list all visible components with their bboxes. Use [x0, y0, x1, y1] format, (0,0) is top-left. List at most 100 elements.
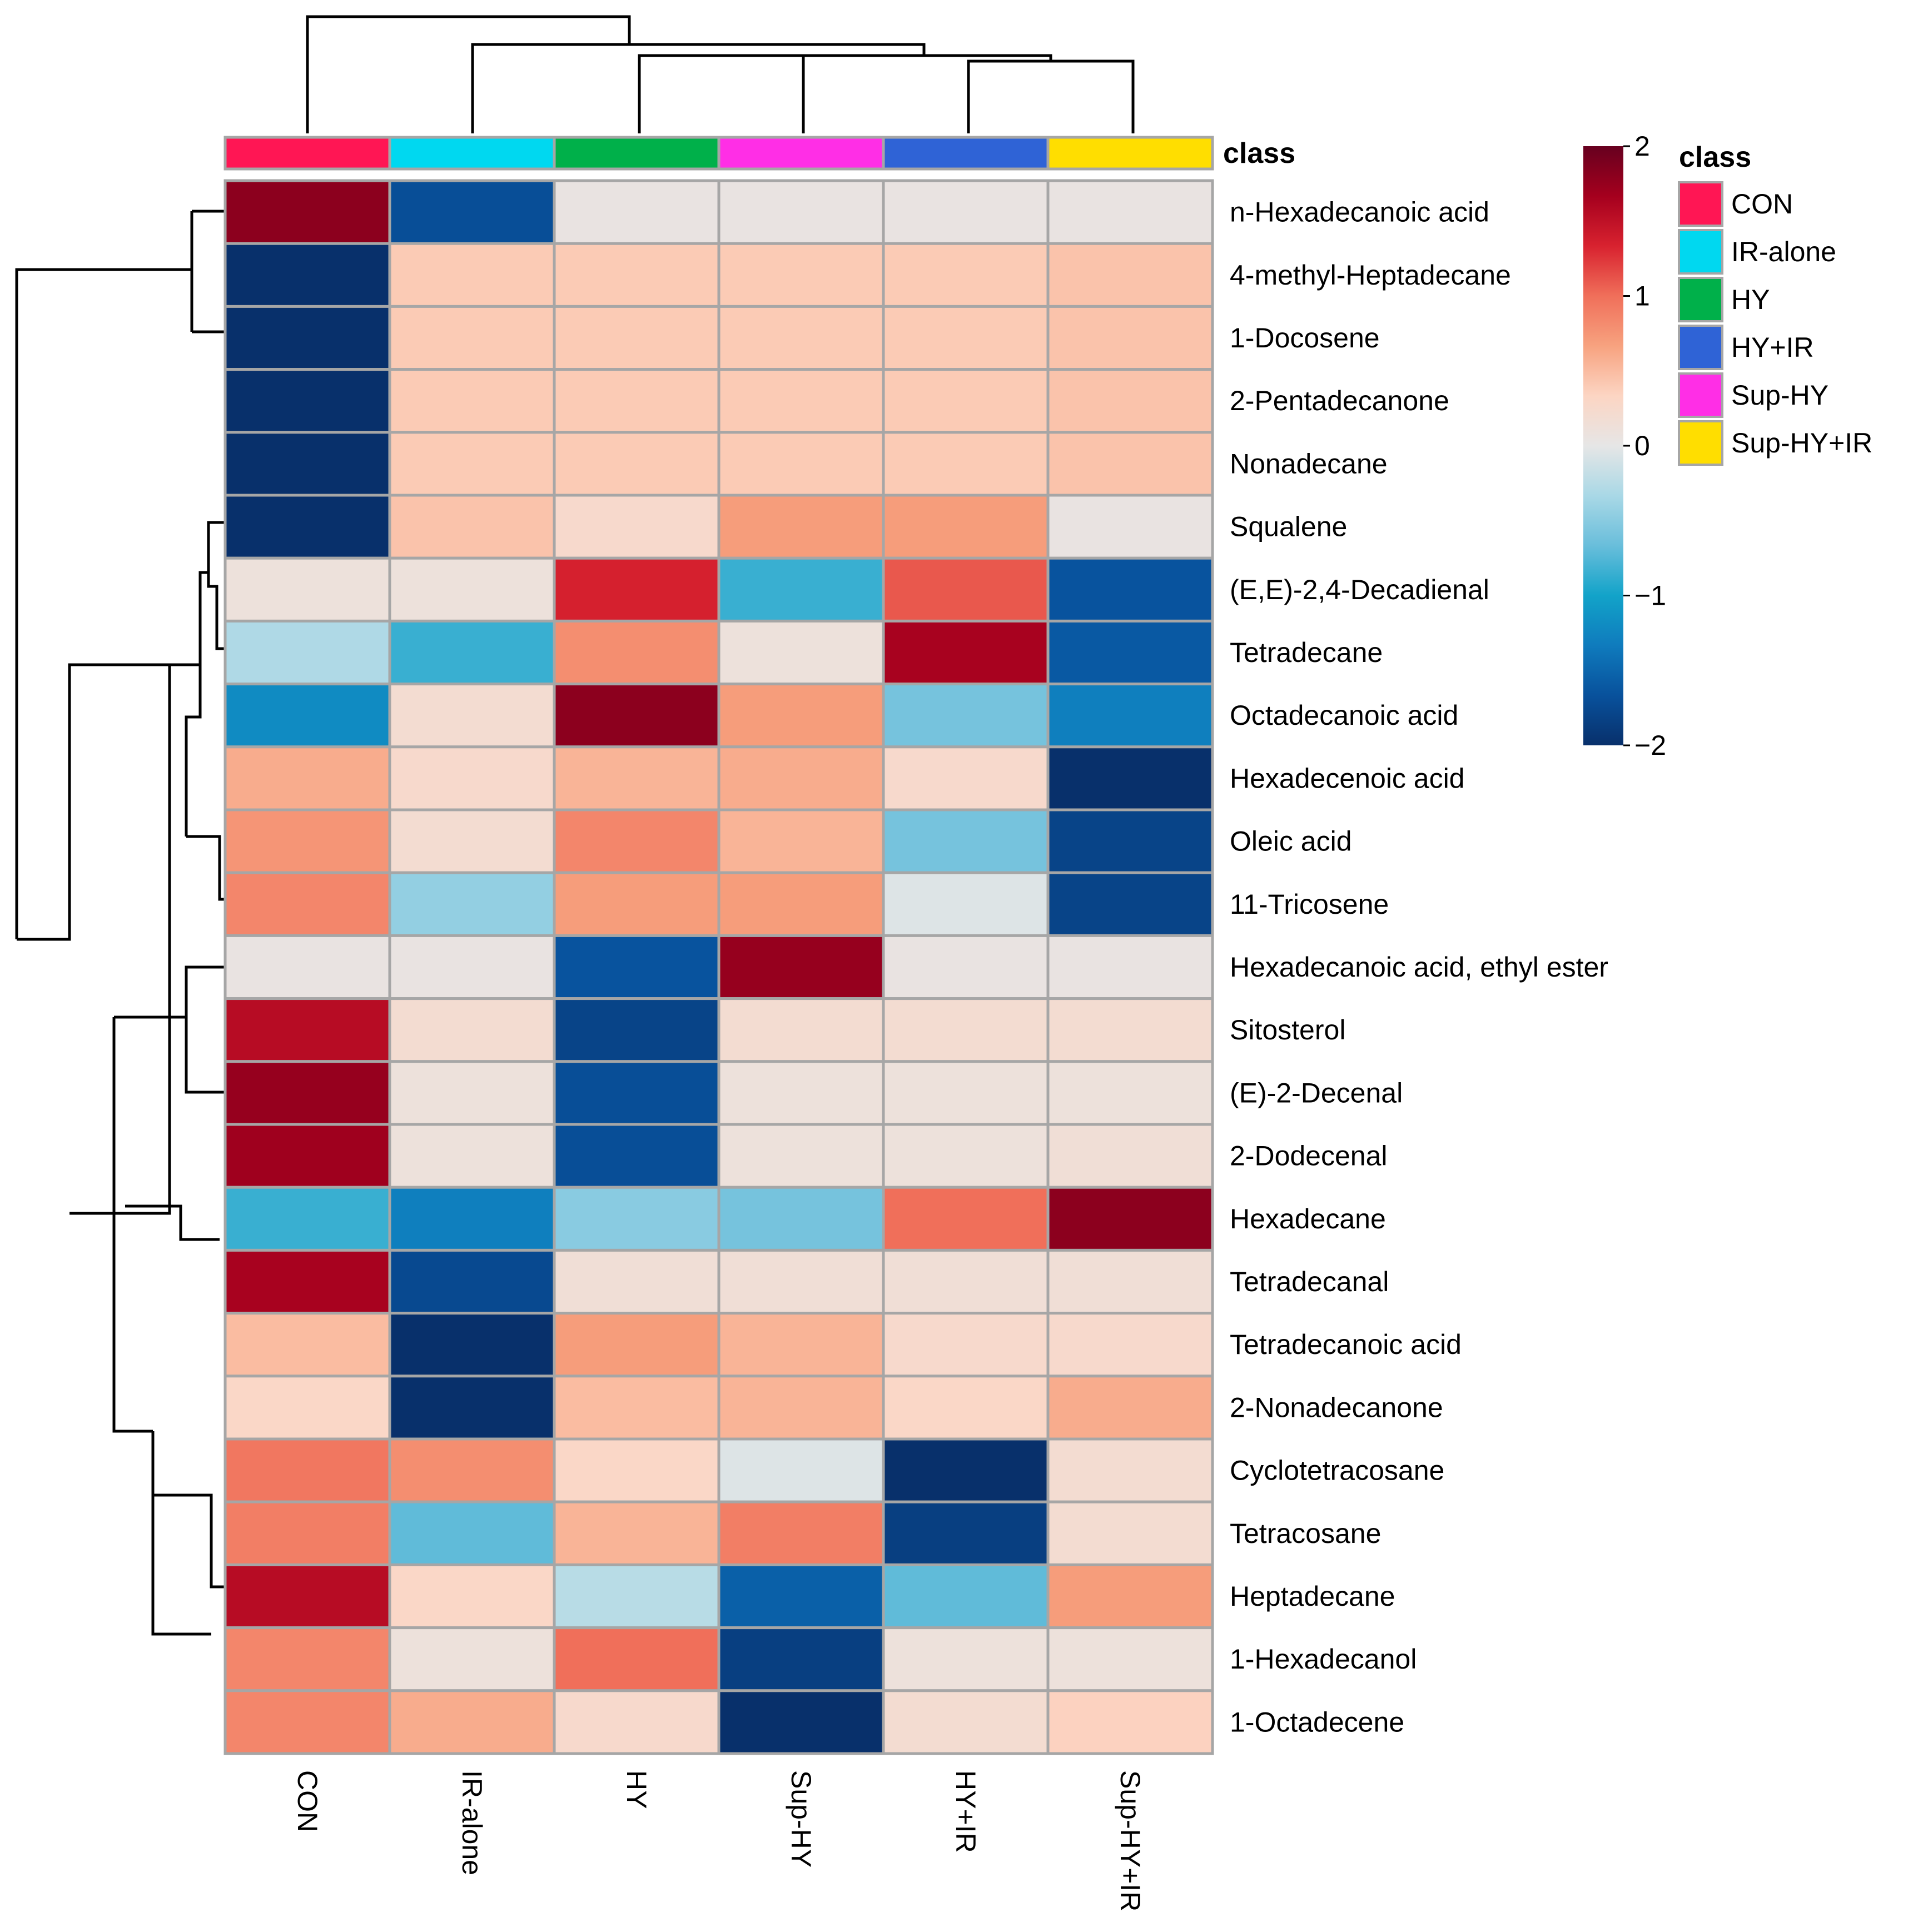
column-label: CON — [292, 1770, 323, 1832]
heatmap-cell — [553, 1375, 721, 1441]
heatmap-cell — [717, 997, 885, 1063]
heatmap-cell — [388, 305, 556, 371]
heatmap-cell — [882, 1437, 1050, 1503]
heatmap-cell — [882, 179, 1050, 245]
heatmap-cell — [1046, 1689, 1214, 1755]
heatmap-cell — [1046, 242, 1214, 308]
heatmap-cell — [1046, 431, 1214, 497]
heatmap-cell — [1046, 494, 1214, 560]
heatmap-cell — [553, 997, 721, 1063]
heatmap-cell — [553, 431, 721, 497]
legend-label: HY — [1731, 284, 1770, 315]
row-label: Nonadecane — [1230, 448, 1388, 479]
heatmap-cell — [1046, 997, 1214, 1063]
row-label: Squalene — [1230, 511, 1347, 542]
legend-swatch — [1678, 372, 1723, 418]
row-label: Tetradecanal — [1230, 1266, 1389, 1297]
heatmap-cell — [223, 1123, 391, 1189]
heatmap-cell — [388, 556, 556, 623]
legend-label: IR-alone — [1731, 236, 1836, 267]
colorbar-ticks: 2 1 0 −1 −2 — [1623, 131, 1666, 761]
heatmap-cell — [717, 556, 885, 623]
heatmap-cell — [388, 871, 556, 937]
heatmap-cell — [717, 1500, 885, 1566]
heatmap-cell — [223, 1437, 391, 1503]
heatmap-cell — [1046, 1312, 1214, 1378]
heatmap-cell — [553, 1248, 721, 1315]
heatmap-cell — [553, 683, 721, 749]
heatmap-cell — [553, 1563, 721, 1630]
heatmap-cell — [553, 1437, 721, 1503]
heatmap-cell — [1046, 1248, 1214, 1315]
heatmap-cell — [1046, 934, 1214, 1000]
row-label: Hexadecenoic acid — [1230, 763, 1465, 794]
heatmap-cell — [223, 1186, 391, 1252]
heatmap-cell — [388, 1437, 556, 1503]
heatmap-cell — [388, 179, 556, 245]
heatmap-cell — [717, 1375, 885, 1441]
heatmap-cell — [223, 1563, 391, 1630]
heatmap-cell — [553, 368, 721, 434]
heatmap-cell — [1046, 1060, 1214, 1126]
heatmap-cell — [1046, 745, 1214, 811]
heatmap-cell — [388, 431, 556, 497]
column-label: HY+IR — [950, 1770, 981, 1853]
annotation-title: class — [1223, 137, 1295, 170]
heatmap-cell — [882, 1500, 1050, 1566]
row-label: Hexadecane — [1230, 1203, 1386, 1234]
heatmap-cell — [882, 683, 1050, 749]
heatmap-cell — [882, 619, 1050, 686]
legend-label: Sup-HY+IR — [1731, 427, 1872, 459]
heatmap-cell — [223, 179, 391, 245]
row-label: 2-Nonadecanone — [1230, 1392, 1443, 1423]
heatmap-cell — [717, 1312, 885, 1378]
heatmap-cell — [882, 745, 1050, 811]
heatmap-cell — [223, 368, 391, 434]
heatmap-cell — [388, 1563, 556, 1630]
heatmap-cell — [717, 619, 885, 686]
heatmap-cell — [882, 431, 1050, 497]
heatmap-cell — [717, 305, 885, 371]
heatmap-cell — [882, 1248, 1050, 1315]
legend-label: Sup-HY — [1731, 380, 1828, 411]
row-label: 1-Hexadecanol — [1230, 1644, 1417, 1675]
heatmap-cell — [553, 305, 721, 371]
heatmap-cell — [223, 556, 391, 623]
row-label: n-Hexadecanoic acid — [1230, 197, 1489, 228]
heatmap-cell — [717, 1123, 885, 1189]
heatmap-cell — [388, 1060, 556, 1126]
heatmap-cell — [1046, 808, 1214, 874]
heatmap-cell — [553, 1689, 721, 1755]
colorbar-tick-label: −1 — [1634, 580, 1666, 611]
heatmap-cell — [717, 1689, 885, 1755]
heatmap-cell — [388, 1186, 556, 1252]
heatmap-cell — [1046, 871, 1214, 937]
row-label: 1-Docosene — [1230, 322, 1380, 353]
heatmap-cell — [717, 1437, 885, 1503]
heatmap-cell — [223, 1248, 391, 1315]
heatmap-cell — [1046, 1123, 1214, 1189]
heatmap-cell — [1046, 1375, 1214, 1441]
heatmap-cell — [882, 1186, 1050, 1252]
heatmap-cell — [553, 871, 721, 937]
heatmap-cell — [882, 305, 1050, 371]
heatmap-cell — [388, 368, 556, 434]
heatmap-cell — [553, 1500, 721, 1566]
colorbar-gradient — [1583, 146, 1623, 745]
annotation-cell — [717, 136, 885, 171]
column-labels: CON IR-alone HY Sup-HY HY+IR Sup-HY+IR — [292, 1770, 1146, 1911]
heatmap-cell — [388, 1375, 556, 1441]
heatmap-cell — [223, 431, 391, 497]
heatmap-cell — [223, 1500, 391, 1566]
annotation-cell — [553, 136, 721, 171]
legend-swatch — [1678, 277, 1723, 322]
heatmap-cell — [717, 683, 885, 749]
heatmap-cell — [223, 1060, 391, 1126]
heatmap-cell — [1046, 619, 1214, 686]
row-labels: n-Hexadecanoic acid 4-methyl-Heptadecane 1… — [1230, 197, 1608, 1738]
row-label: 1-Octadecene — [1230, 1706, 1404, 1737]
heatmap-cell — [223, 494, 391, 560]
heatmap-cell — [553, 745, 721, 811]
heatmap-cell — [882, 242, 1050, 308]
heatmap-cells — [223, 179, 1214, 1755]
